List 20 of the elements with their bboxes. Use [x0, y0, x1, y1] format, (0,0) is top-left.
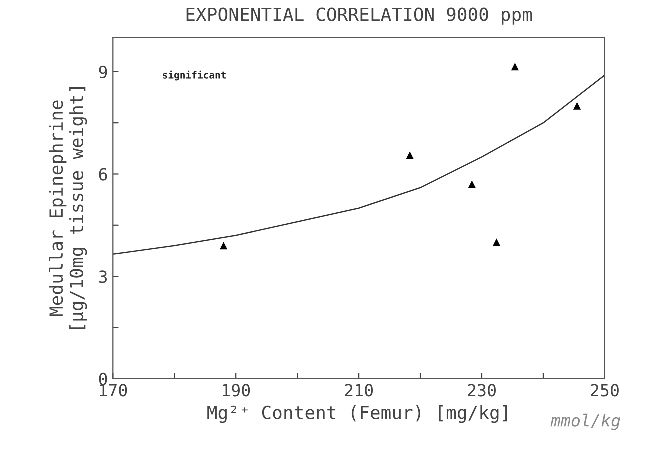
point [406, 152, 414, 160]
y-tick-label: 6 [99, 168, 108, 181]
point [573, 102, 582, 110]
x-tick-label: 190 [223, 384, 250, 397]
x-tick-label: 210 [345, 384, 374, 397]
point [468, 180, 476, 188]
text: mmol/kg [550, 414, 620, 430]
point [511, 62, 519, 71]
point [220, 242, 228, 250]
y-tick-label: 0 [99, 372, 108, 386]
x-axis-title: Mg²⁺ Content (Femur) [mg/kg] [208, 406, 508, 424]
point [492, 238, 501, 246]
chart-title: EXPONENTIAL CORRELATION 9000 ppm [186, 8, 532, 25]
x-tick-label: 170 [100, 384, 128, 397]
x-tick-label: 250 [591, 384, 619, 397]
x-tick-label: 230 [468, 384, 496, 397]
y-tick-label: 3 [99, 270, 108, 284]
annotation: significant [163, 70, 226, 81]
y-axis-title: Medullar Epinephrine [µg/10mg tissue weight] [49, 87, 88, 330]
y-tick-label: 9 [99, 66, 108, 79]
